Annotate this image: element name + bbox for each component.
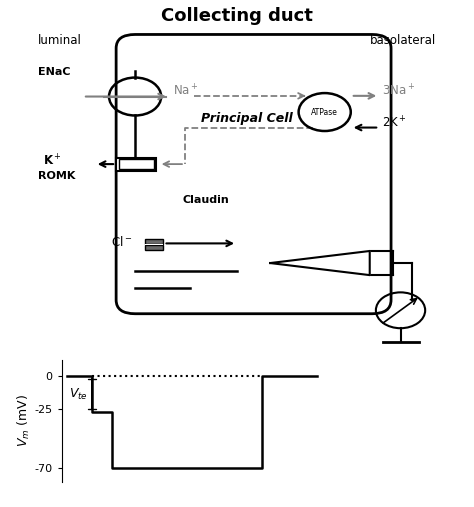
Text: luminal: luminal bbox=[38, 34, 82, 48]
Text: ATPase: ATPase bbox=[311, 107, 338, 117]
Text: Collecting duct: Collecting duct bbox=[161, 7, 313, 25]
FancyBboxPatch shape bbox=[116, 34, 391, 314]
Polygon shape bbox=[270, 251, 370, 275]
Text: 2K$^+$: 2K$^+$ bbox=[382, 116, 407, 131]
Text: Principal Cell: Principal Cell bbox=[201, 113, 292, 125]
Bar bbox=[118, 159, 154, 169]
Text: ENaC: ENaC bbox=[38, 67, 71, 78]
Text: K$^+$: K$^+$ bbox=[43, 153, 62, 169]
Bar bbox=[145, 244, 163, 245]
Text: Na$^+$: Na$^+$ bbox=[173, 84, 199, 99]
Text: Claudin: Claudin bbox=[182, 195, 229, 205]
Y-axis label: $V_m$ (mV): $V_m$ (mV) bbox=[16, 394, 32, 447]
Text: 3Na$^+$: 3Na$^+$ bbox=[382, 84, 415, 99]
Bar bbox=[145, 245, 163, 250]
Text: basolateral: basolateral bbox=[370, 34, 436, 48]
Bar bbox=[116, 158, 156, 171]
Text: $V_{te}$: $V_{te}$ bbox=[69, 387, 88, 402]
Text: ROMK: ROMK bbox=[38, 171, 75, 181]
Bar bbox=[145, 239, 163, 244]
Text: Cl$^-$: Cl$^-$ bbox=[111, 235, 133, 249]
